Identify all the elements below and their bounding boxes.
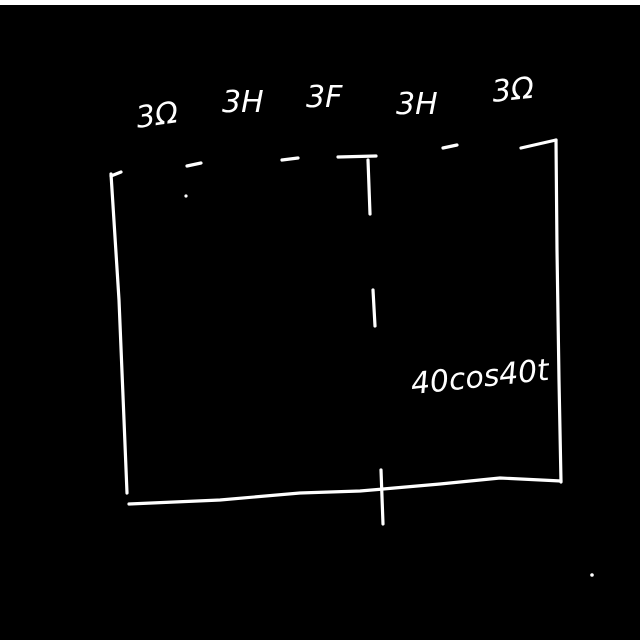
wire-right [554, 138, 563, 484]
wire-top-right [519, 138, 558, 150]
capacitor-top-plate [336, 154, 378, 159]
inductor-right-mark [441, 143, 459, 150]
wire-left [109, 172, 129, 495]
branch-mid-upper [366, 158, 372, 216]
label-inductor-left: 3H [222, 85, 264, 120]
label-capacitor: 3F [306, 80, 343, 115]
label-inductor-right: 3H [396, 87, 438, 122]
label-resistor-right: 3Ω [490, 71, 536, 110]
source-label: 40cos40t [409, 353, 552, 402]
top-border [0, 0, 640, 5]
wire-bottom [127, 476, 563, 506]
inductor-left-mark [280, 156, 300, 162]
label-resistor-left: 3Ω [134, 95, 181, 136]
branch-mid-lower [371, 288, 377, 328]
stray-dot-bottom [590, 573, 594, 577]
resistor-left-mark [185, 161, 203, 168]
ground-tick [379, 468, 385, 526]
stray-dot [184, 194, 188, 198]
